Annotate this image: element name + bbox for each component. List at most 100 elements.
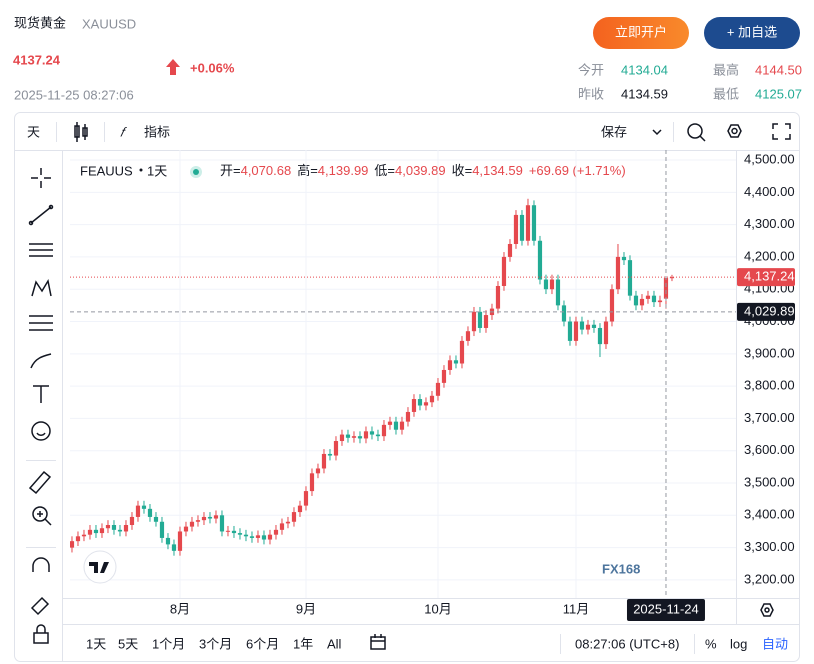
range-button[interactable]: All xyxy=(327,636,342,651)
legend-label: 低= xyxy=(374,163,395,178)
candle-body xyxy=(399,421,405,430)
candle-body xyxy=(105,525,111,529)
alert-icon[interactable] xyxy=(687,123,706,142)
candle-body xyxy=(471,311,477,332)
up-arrow xyxy=(166,59,180,75)
candle-body xyxy=(153,516,159,522)
candle-body xyxy=(369,431,375,435)
axis-settings-icon[interactable] xyxy=(760,603,774,617)
y-tick-label: 3,700.00 xyxy=(744,410,795,425)
dot xyxy=(139,168,143,172)
watchlist-button[interactable] xyxy=(704,17,800,49)
legend-change: +69.69 (+1.71%) xyxy=(529,163,626,178)
candle-body xyxy=(441,369,447,383)
x-tick-label: 10月 xyxy=(424,601,451,616)
candle-body xyxy=(495,285,501,309)
candle-body xyxy=(387,421,393,425)
plot xyxy=(70,198,675,556)
quote-code: XAUUSD xyxy=(82,16,136,31)
candle-body xyxy=(123,525,129,532)
price-label-box xyxy=(737,268,795,287)
candle-body xyxy=(513,214,519,244)
candle-body xyxy=(297,505,303,513)
open-account-label[interactable]: 立即开户 xyxy=(615,24,667,39)
legend-label: 收= xyxy=(452,163,473,178)
candle-body xyxy=(183,526,189,532)
percent-button[interactable]: % xyxy=(705,636,717,651)
stat-value: 4134.04 xyxy=(621,62,668,77)
candle-body xyxy=(573,321,579,341)
candle-body xyxy=(225,530,231,532)
price-label: 4,137.24 xyxy=(744,269,795,284)
candle-body xyxy=(525,205,531,241)
candle-body xyxy=(189,521,195,527)
range-button[interactable]: 6个月 xyxy=(246,636,279,651)
candle-body xyxy=(213,515,219,519)
candle-style-icon[interactable] xyxy=(74,122,88,142)
candle-body xyxy=(567,321,573,341)
candle-body xyxy=(543,279,549,290)
stat-label: 昨收 xyxy=(578,86,604,101)
range-button[interactable]: 3个月 xyxy=(199,636,232,651)
candle-body xyxy=(81,534,87,537)
candle-body xyxy=(333,441,339,456)
candle-body xyxy=(633,295,639,306)
crosshair-x-label: 2025-11-24 xyxy=(633,601,699,616)
y-tick-label: 3,900.00 xyxy=(744,345,795,360)
crosshair-x-box xyxy=(626,599,705,621)
candle-body xyxy=(141,505,147,509)
interval-button[interactable]: 天 xyxy=(27,124,40,139)
stat-value: 4125.07 xyxy=(755,86,802,101)
auto-button[interactable]: 自动 xyxy=(762,636,788,651)
fx-icon[interactable]: 𝑓 xyxy=(120,124,127,139)
candle-body xyxy=(423,402,429,406)
settings-icon[interactable] xyxy=(727,124,742,138)
logo-badge xyxy=(83,550,117,584)
range-button[interactable]: 1年 xyxy=(293,636,313,651)
candle-body xyxy=(579,321,585,330)
candle-body xyxy=(447,360,453,370)
candle-body xyxy=(405,411,411,422)
chevron[interactable] xyxy=(652,129,662,136)
candle-body xyxy=(70,541,75,548)
y-tick-label: 3,500.00 xyxy=(744,474,795,489)
log-button[interactable]: log xyxy=(730,636,747,651)
symbol: FEAUUS xyxy=(80,163,133,178)
crosshair-y-box xyxy=(737,302,795,321)
quote-change: +0.06% xyxy=(190,60,235,75)
candle-body xyxy=(285,521,291,524)
candle-body xyxy=(501,256,507,286)
range-button[interactable]: 1天 xyxy=(86,636,106,651)
candle-body xyxy=(531,205,537,241)
candle-body xyxy=(645,295,651,299)
candle-body xyxy=(639,298,645,306)
range-button[interactable]: 1个月 xyxy=(152,636,185,651)
candle-body xyxy=(483,315,489,328)
candle-body xyxy=(291,512,297,522)
date-range-icon[interactable] xyxy=(370,634,386,650)
drawing-tools[interactable] xyxy=(28,168,54,644)
x-tick-label: 11月 xyxy=(563,601,590,616)
legend-value: 4,139.99 xyxy=(318,163,369,178)
range-button[interactable]: 5天 xyxy=(118,636,138,651)
save-button[interactable]: 保存 xyxy=(601,124,627,139)
candle-body xyxy=(267,534,273,540)
candle-body xyxy=(417,399,423,406)
fullscreen-icon[interactable] xyxy=(772,123,791,140)
y-tick-label: 3,600.00 xyxy=(744,442,795,457)
candle-body xyxy=(357,436,363,439)
candle-body xyxy=(261,535,267,540)
candle-body xyxy=(177,531,183,551)
candle-body xyxy=(243,534,249,537)
candle-body xyxy=(249,536,255,538)
open-account-button[interactable] xyxy=(593,17,689,49)
candle-body xyxy=(657,300,663,303)
candle-body xyxy=(309,473,315,492)
indicators-button[interactable]: 指标 xyxy=(144,124,170,139)
candle-body xyxy=(279,523,285,530)
x-tick-label: 8月 xyxy=(170,601,190,616)
candle-body xyxy=(459,340,465,364)
watchlist-label[interactable]: + 加自选 xyxy=(727,24,777,39)
x-tick-label: 9月 xyxy=(296,601,316,616)
